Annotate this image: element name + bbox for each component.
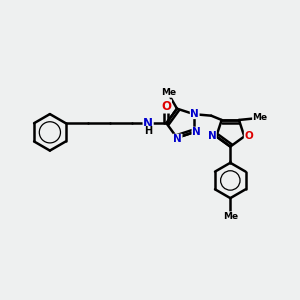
Text: N: N	[208, 131, 216, 141]
Text: N: N	[173, 134, 182, 144]
Text: N: N	[190, 109, 199, 118]
Text: Me: Me	[161, 88, 176, 97]
Text: N: N	[143, 117, 153, 130]
Text: H: H	[144, 126, 152, 136]
Text: Me: Me	[223, 212, 238, 221]
Text: Me: Me	[253, 112, 268, 122]
Text: N: N	[192, 127, 201, 137]
Text: O: O	[161, 100, 171, 113]
Text: O: O	[244, 131, 253, 141]
